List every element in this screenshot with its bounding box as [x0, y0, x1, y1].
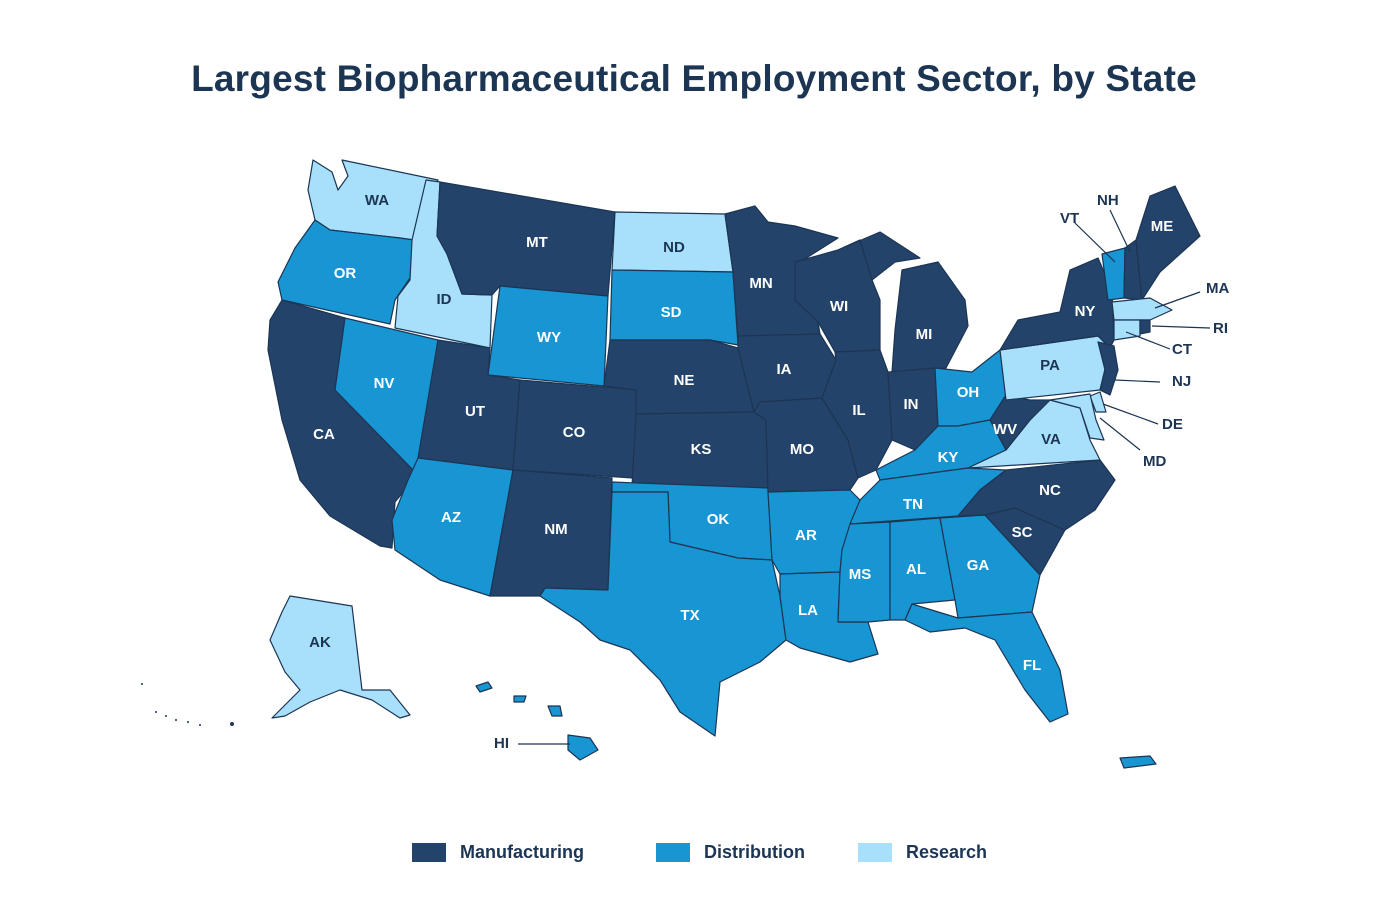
- state-DE: [1089, 391, 1107, 413]
- state-MT: [436, 181, 616, 297]
- state-label-la: LA: [798, 602, 818, 619]
- state-NY: [999, 257, 1115, 351]
- state-callout-vt: VT: [1060, 210, 1079, 227]
- state-callout-md: MD: [1143, 453, 1166, 470]
- state-label-nd: ND: [663, 239, 685, 256]
- state-FL: [904, 603, 1069, 723]
- state-label-co: CO: [563, 424, 586, 441]
- state-AK: [269, 595, 411, 719]
- state-MA: [1111, 297, 1173, 321]
- state-label-va: VA: [1041, 431, 1061, 448]
- state-MI: [891, 261, 969, 373]
- state-RI: [1139, 319, 1151, 335]
- state-label-tx: TX: [680, 607, 699, 624]
- state-OR: [277, 219, 415, 325]
- legend-label-distribution: Distribution: [704, 841, 805, 862]
- legend-swatch-manufacturing: [412, 842, 446, 862]
- state-callout-hi: HI: [494, 735, 509, 752]
- state-label-wi: WI: [830, 298, 848, 315]
- state-NC: [957, 459, 1116, 531]
- state-label-pa: PA: [1040, 357, 1060, 374]
- state-HI-islands: [475, 681, 563, 717]
- state-label-wy: WY: [537, 329, 561, 346]
- legend-label-manufacturing: Manufacturing: [460, 841, 584, 862]
- state-label-ks: KS: [691, 441, 712, 458]
- state-callout-ct: CT: [1172, 341, 1192, 358]
- state-label-me: ME: [1151, 218, 1174, 235]
- state-label-sc: SC: [1012, 524, 1033, 541]
- state-label-or: OR: [334, 265, 357, 282]
- legend-swatch-distribution: [656, 842, 690, 862]
- legend-swatch-research: [858, 842, 892, 862]
- legend-item-research: Research: [858, 838, 987, 866]
- state-label-ca: CA: [313, 426, 335, 443]
- legend-item-distribution: Distribution: [656, 838, 805, 866]
- state-label-sd: SD: [661, 304, 682, 321]
- state-label-nc: NC: [1039, 482, 1061, 499]
- state-label-mn: MN: [749, 275, 772, 292]
- state-label-nv: NV: [374, 375, 395, 392]
- state-ME: [1135, 185, 1201, 301]
- state-label-ne: NE: [674, 372, 695, 389]
- state-SD: [609, 269, 739, 346]
- state-label-ky: KY: [938, 449, 959, 466]
- state-label-ms: MS: [849, 566, 872, 583]
- state-label-nm: NM: [544, 521, 567, 538]
- state-CT: [1113, 319, 1141, 341]
- map-title: Largest Biopharmaceutical Employment Sec…: [191, 58, 1197, 99]
- leader-lines: [518, 209, 1211, 745]
- state-callout-ma: MA: [1206, 280, 1229, 297]
- legend: Manufacturing: [412, 838, 584, 866]
- state-label-mo: MO: [790, 441, 814, 458]
- state-label-ut: UT: [465, 403, 485, 420]
- state-HI: [567, 734, 599, 761]
- state-label-mt: MT: [526, 234, 548, 251]
- state-label-ny: NY: [1075, 303, 1096, 320]
- state-callout-nh: NH: [1097, 192, 1119, 209]
- state-label-mi: MI: [916, 326, 933, 343]
- state-label-wa: WA: [365, 192, 389, 209]
- state-label-il: IL: [852, 402, 865, 419]
- state-label-in: IN: [904, 396, 919, 413]
- legend-label-research: Research: [906, 841, 988, 862]
- state-callout-de: DE: [1162, 416, 1183, 433]
- state-TX: [539, 491, 787, 737]
- territory-puerto-rico: [1119, 755, 1157, 769]
- state-label-ak: AK: [309, 634, 331, 651]
- state-MD: [1049, 393, 1105, 441]
- state-label-az: AZ: [441, 509, 461, 526]
- state-label-ar: AR: [795, 527, 817, 544]
- state-callout-nj: NJ: [1172, 373, 1191, 390]
- state-label-ok: OK: [707, 511, 730, 528]
- state-label-fl: FL: [1023, 657, 1041, 674]
- state-callout-ri: RI: [1213, 320, 1228, 337]
- state-label-al: AL: [906, 561, 926, 578]
- state-label-ga: GA: [967, 557, 990, 574]
- aleutian-islands: [141, 683, 234, 726]
- state-label-id: ID: [437, 291, 452, 308]
- state-NJ: [1097, 341, 1119, 396]
- state-MI-up: [837, 231, 921, 281]
- state-label-oh: OH: [957, 384, 980, 401]
- state-label-tn: TN: [903, 496, 923, 513]
- state-label-wv: WV: [993, 421, 1017, 438]
- state-IL: [821, 349, 893, 479]
- state-label-ia: IA: [777, 361, 792, 378]
